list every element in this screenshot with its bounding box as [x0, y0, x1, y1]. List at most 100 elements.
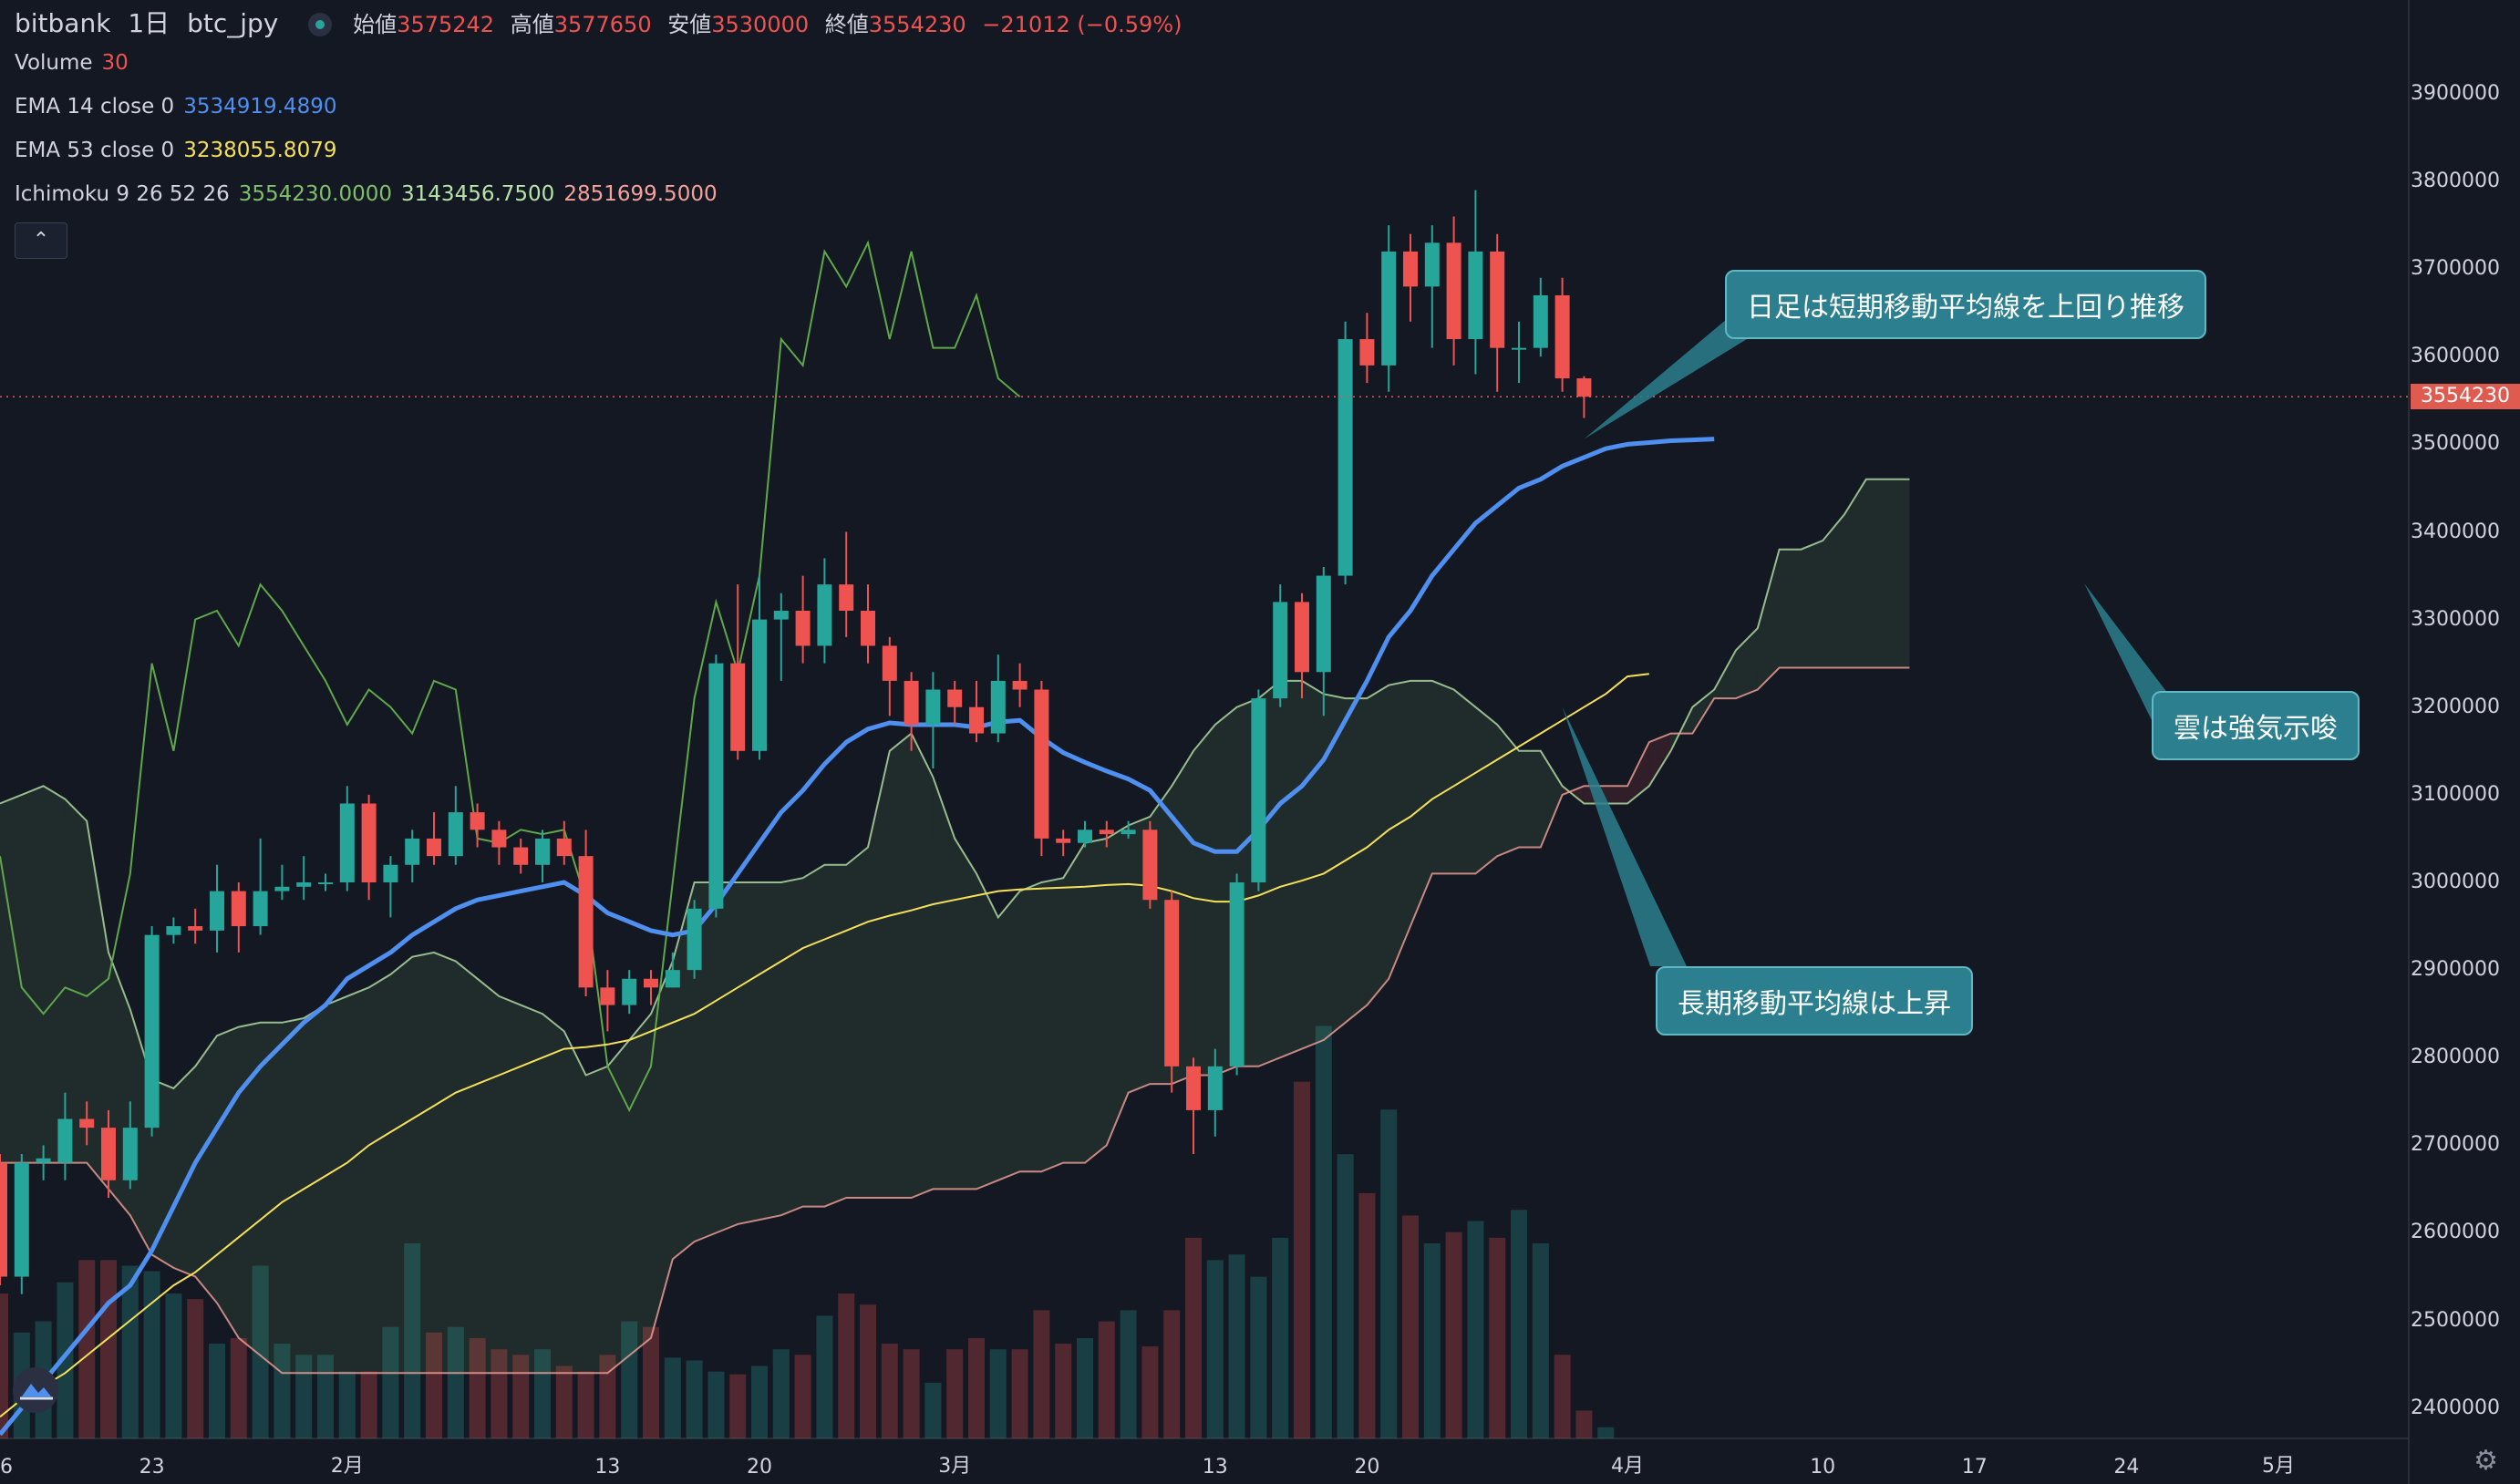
- volume-bar: [1272, 1237, 1289, 1438]
- time-tick-label: 5月: [2262, 1455, 2295, 1478]
- volume-bar: [426, 1332, 442, 1438]
- candle-body: [144, 934, 160, 1128]
- candle-body: [925, 689, 941, 725]
- candle-body: [36, 1158, 51, 1163]
- legend-ichimoku[interactable]: Ichimoku 9 26 52 26 3554230.0000 3143456.7…: [15, 182, 727, 206]
- candle-body: [405, 838, 420, 865]
- candle-body: [1078, 830, 1092, 843]
- annotation-short-ma[interactable]: 日足は短期移動平均線を上回り推移: [1725, 270, 2206, 339]
- candle-body: [578, 856, 594, 988]
- candle-body: [470, 812, 485, 830]
- time-tick-label: 17: [1961, 1456, 1988, 1479]
- time-tick-label: 3月: [938, 1455, 972, 1478]
- cloud-segment: [260, 1022, 283, 1374]
- annotation-cloud[interactable]: 雲は強気示唆: [2152, 691, 2360, 760]
- volume-bar: [772, 1349, 790, 1438]
- volume-bar: [816, 1315, 833, 1438]
- cloud-segment: [1801, 541, 1823, 668]
- candle-body: [1512, 347, 1526, 350]
- candle-body: [188, 926, 203, 931]
- low-label: 安値: [667, 12, 712, 37]
- volume-bar: [968, 1337, 985, 1438]
- candle-body: [274, 886, 290, 891]
- time-tick-label: 10: [1810, 1456, 1836, 1479]
- candle-body: [817, 584, 832, 646]
- legend-volume[interactable]: Volume 30: [15, 51, 138, 75]
- volume-bar: [989, 1349, 1007, 1438]
- price-tick-label: 3700000: [2411, 257, 2500, 281]
- ema53-line: [0, 673, 1649, 1418]
- candle-body: [14, 1162, 29, 1277]
- volume-bar: [1358, 1192, 1376, 1438]
- cloud-segment: [933, 777, 955, 1190]
- cloud-segment: [1410, 680, 1432, 927]
- cloud-segment: [1367, 685, 1389, 1005]
- cloud-segment: [173, 1066, 196, 1277]
- cloud-segment: [1085, 838, 1107, 1163]
- candle-body: [1576, 378, 1592, 397]
- cloud-segment: [499, 995, 522, 1374]
- price-tick-label: 2600000: [2411, 1221, 2500, 1244]
- cloud-segment: [87, 820, 108, 1190]
- volume-bar: [1185, 1237, 1202, 1438]
- cloud-segment: [846, 847, 868, 1199]
- candle-body: [1424, 242, 1440, 287]
- volume-bar: [121, 1265, 139, 1438]
- cloud-segment: [434, 952, 456, 1374]
- volume-bar: [1315, 1025, 1332, 1438]
- volume-bar: [100, 1260, 117, 1438]
- price-tick-label: 3000000: [2411, 870, 2500, 893]
- volume-bar: [404, 1243, 421, 1438]
- volume-bar: [664, 1357, 681, 1438]
- cloud-segment: [868, 750, 890, 1199]
- volume-bar: [0, 1293, 8, 1438]
- annotation-long-ma[interactable]: 長期移動平均線は上昇: [1656, 966, 1973, 1036]
- volume-bar: [1489, 1237, 1506, 1438]
- cloud-segment: [304, 1005, 325, 1374]
- volume-bar: [447, 1326, 464, 1438]
- candle-body: [600, 987, 615, 1005]
- cloud-segment: [390, 956, 413, 1374]
- legend-ema53[interactable]: EMA 53 close 0 3238055.8079: [15, 139, 346, 162]
- cloud-segment: [738, 881, 759, 1224]
- legend-ema53-label: EMA 53 close 0: [15, 139, 175, 162]
- candle-body: [1186, 1066, 1201, 1110]
- candle-body: [1251, 698, 1266, 882]
- volume-bar: [1228, 1254, 1245, 1438]
- high-value: 3577650: [553, 12, 652, 37]
- volume-bar: [1250, 1276, 1267, 1438]
- candle-body: [622, 978, 637, 1005]
- volume-bar: [751, 1365, 768, 1438]
- volume-bar: [382, 1326, 399, 1438]
- candle-body: [1316, 575, 1331, 673]
- cloud-segment: [607, 1040, 630, 1374]
- legend-ichimoku-v1: 3554230.0000: [238, 182, 393, 206]
- candle-body: [448, 812, 463, 857]
- brand-logo-icon[interactable]: [13, 1367, 58, 1413]
- candle-body: [1533, 294, 1548, 348]
- volume-bar: [1098, 1321, 1115, 1438]
- cloud-segment: [217, 1026, 239, 1338]
- volume-bar: [230, 1337, 247, 1438]
- volume-bar: [1011, 1349, 1028, 1438]
- candle-body: [231, 891, 246, 927]
- volume-bar: [794, 1355, 811, 1438]
- interval-label[interactable]: 1日: [128, 8, 170, 38]
- cloud-segment: [195, 1036, 217, 1304]
- legend-ema14[interactable]: EMA 14 close 0 3534919.4890: [15, 95, 346, 119]
- cloud-segment: [1887, 479, 1910, 668]
- exchange-name: bitbank: [15, 8, 111, 38]
- candle-body: [361, 803, 377, 882]
- candle-body: [904, 680, 919, 725]
- gear-icon[interactable]: ⚙: [2474, 1445, 2498, 1477]
- time-tick-label: 20: [1354, 1456, 1380, 1479]
- volume-bar: [360, 1371, 377, 1438]
- symbol-label[interactable]: btc_jpy: [187, 8, 279, 38]
- legend-collapse-button[interactable]: ⌃: [15, 222, 67, 259]
- cloud-segment: [1648, 733, 1671, 787]
- annotation-short-ma-pointer: [1584, 314, 1787, 439]
- volume-bar: [491, 1349, 508, 1438]
- volume-bar: [1294, 1081, 1310, 1438]
- candle-body: [839, 584, 854, 612]
